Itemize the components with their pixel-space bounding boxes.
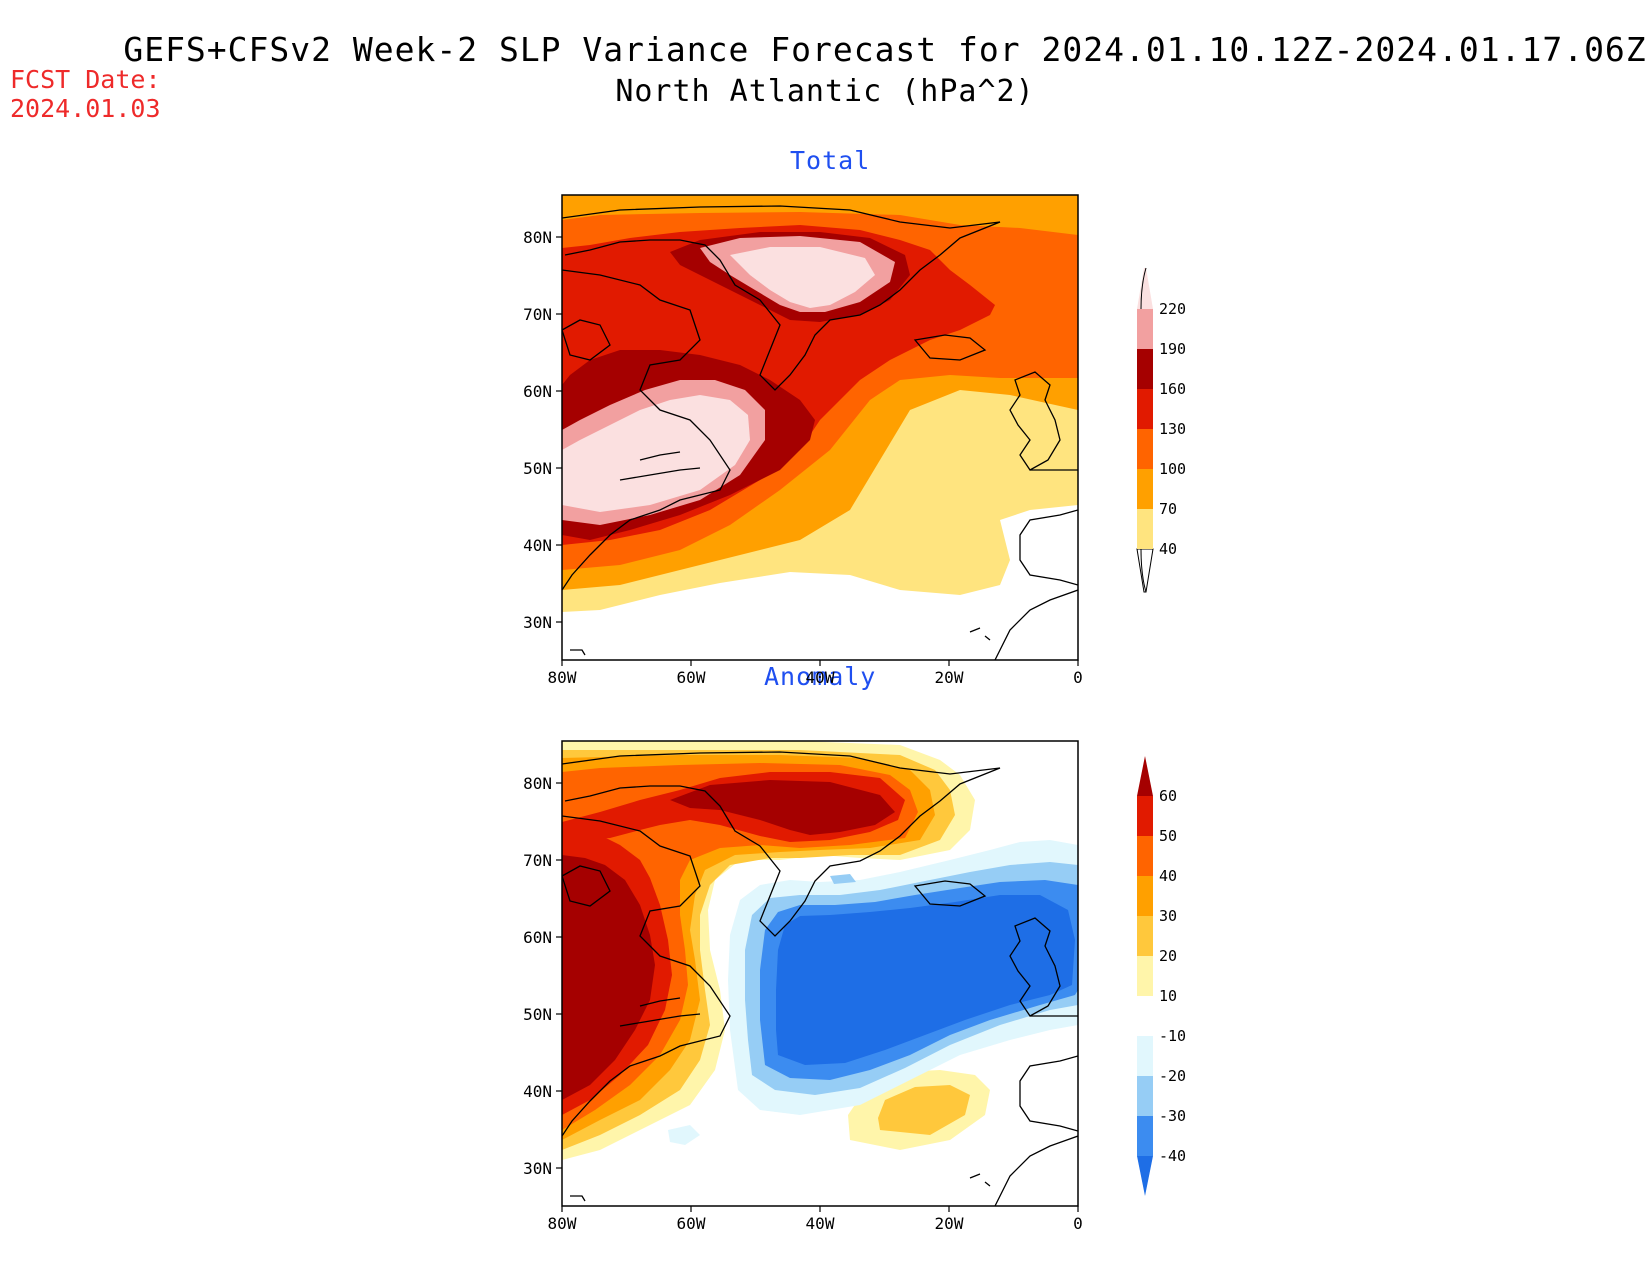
anomaly-contour-pos60 [562,855,655,1100]
anomaly-colorbar-swatch [1137,916,1153,956]
anomaly-lat-label: 70N [523,851,552,870]
total-colorbar-swatch [1137,309,1153,349]
anomaly-lat-label: 30N [523,1159,552,1178]
total-colorbar-swatch [1137,509,1153,549]
total-contour-220 [562,395,750,512]
anomaly-colorbar-label: -10 [1159,1027,1186,1045]
anomaly-colorbar-swatch [1137,836,1153,876]
anomaly-map [562,741,1078,1206]
total-coastlines [562,205,1078,660]
anomaly-colorbar-label: 40 [1159,867,1177,885]
anomaly-lat-label: 50N [523,1005,552,1024]
anomaly-colorbar-label: 60 [1159,787,1177,805]
total-lon-label: 40W [806,668,835,687]
anomaly-lon-label: 80W [548,1214,577,1233]
total-lat-label: 30N [523,613,552,632]
anomaly-colorbar-label: -20 [1159,1067,1186,1085]
chart-subtitle: North Atlantic (hPa^2) [615,74,1035,109]
anomaly-colorbar-label: -30 [1159,1107,1186,1125]
anomaly-lat-ticks [556,782,562,1169]
total-lon-label: 20W [935,668,964,687]
anomaly-contour-pos60b [670,780,895,835]
total-lat-label: 80N [523,228,552,247]
anomaly-lat-label: 40N [523,1082,552,1101]
anomaly-coastlines [562,751,1078,1206]
total-lat-label: 50N [523,459,552,478]
total-colorbar-swatch [1137,469,1153,509]
anomaly-colorbar [1137,756,1153,1196]
total-colorbar-label: 190 [1159,340,1186,358]
fcst-date-value: 2024.01.03 [10,94,161,123]
total-colorbar-swatch [1137,429,1153,469]
anomaly-lon-label: 40W [806,1214,835,1233]
total-colorbar-swatch [1137,389,1153,429]
total-lat-label: 60N [523,382,552,401]
total-colorbar-label: 130 [1159,420,1186,438]
anomaly-colorbar-label: 30 [1159,907,1177,925]
total-colorbar-min-arrow [1136,548,1154,593]
total-colorbar-label: 220 [1159,300,1186,318]
total-colorbar [1136,267,1154,593]
anomaly-colorbar-label: -40 [1159,1147,1186,1165]
anomaly-colorbar-swatch [1137,1036,1153,1076]
anomaly-colorbar-swatch [1137,876,1153,916]
anomaly-colorbar-min-arrow [1137,1156,1153,1196]
anomaly-colorbar-swatch [1137,956,1153,996]
total-colorbar-label: 40 [1159,540,1177,558]
total-map [562,195,1078,660]
total-colorbar-max-arrow [1137,268,1153,309]
anomaly-contour-neg40 [776,895,1075,1065]
anomaly-colorbar-swatch [1137,1116,1153,1156]
total-colorbar-swatch [1137,349,1153,389]
anomaly-colorbar-swatch [1137,1076,1153,1116]
anomaly-lat-label: 80N [523,774,552,793]
anomaly-panel-title: Anomaly [764,662,877,691]
total-lat-ticks [556,236,562,623]
chart-title: GEFS+CFSv2 Week-2 SLP Variance Forecast … [123,30,1647,69]
anomaly-contour-pos20b [878,1085,970,1135]
anomaly-colorbar-label: 20 [1159,947,1177,965]
fcst-date-label: FCST Date: [10,65,161,94]
anomaly-colorbar-swatch [1137,796,1153,836]
total-colorbar-label: 70 [1159,500,1177,518]
total-lon-ticks [561,660,1079,666]
total-colorbar-label: 100 [1159,460,1186,478]
anomaly-contour-neg20c [830,874,856,884]
total-lon-label: 60W [677,668,706,687]
total-lon-label: 80W [548,668,577,687]
anomaly-lon-ticks [561,1206,1079,1212]
total-lat-label: 40N [523,536,552,555]
anomaly-lon-label: 60W [677,1214,706,1233]
total-lon-label: 0 [1073,668,1083,687]
total-colorbar-label: 160 [1159,380,1186,398]
anomaly-contour-neg10b [668,1125,700,1145]
anomaly-lon-label: 0 [1073,1214,1083,1233]
anomaly-colorbar-label: 50 [1159,827,1177,845]
anomaly-lat-label: 60N [523,928,552,947]
anomaly-lon-label: 20W [935,1214,964,1233]
total-panel-title: Total [790,146,871,175]
anomaly-colorbar-label: 10 [1159,987,1177,1005]
total-lat-label: 70N [523,305,552,324]
anomaly-colorbar-swatch [1137,996,1153,1036]
anomaly-colorbar-max-arrow [1137,756,1153,796]
total-contour-220b [730,247,875,308]
